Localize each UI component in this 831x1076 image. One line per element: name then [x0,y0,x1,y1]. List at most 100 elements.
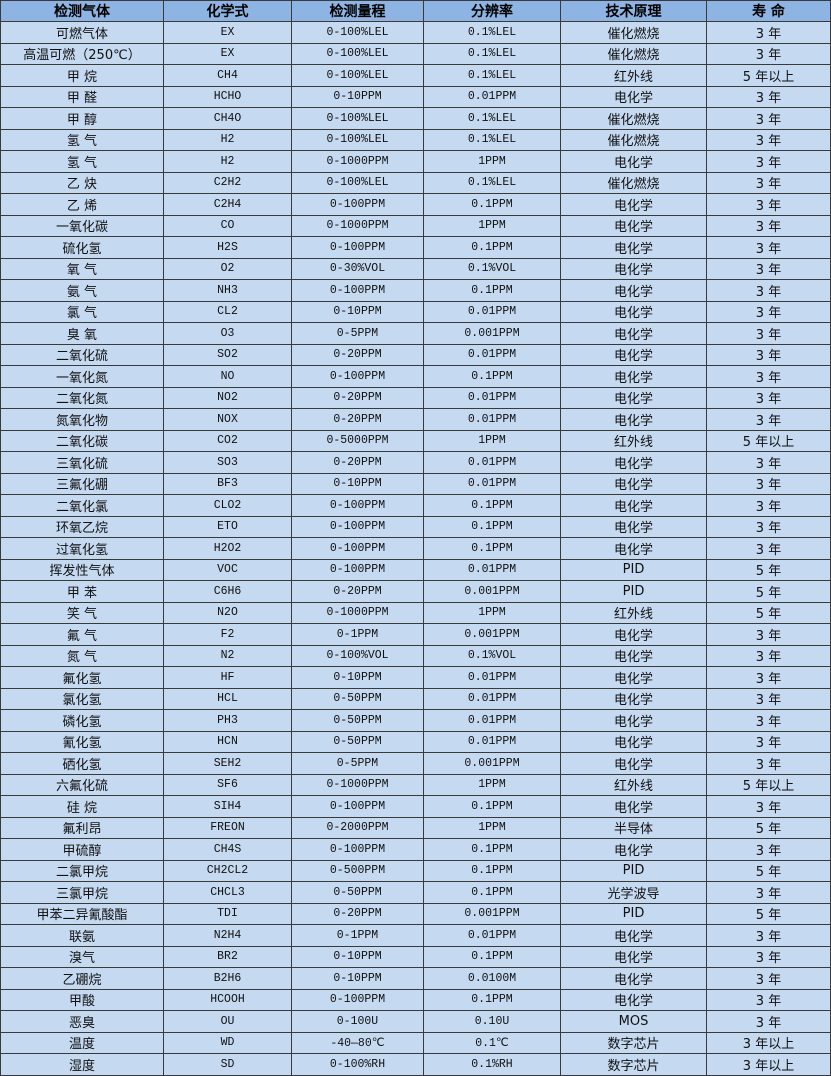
cell-resolution: 0.1%LEL [423,107,561,130]
cell-gas: 甲 烷 [0,64,164,87]
cell-lifespan: 3 年 [706,386,831,409]
cell-range: 0-100%RH [291,1053,424,1076]
table-row: 氢 气 H2 0-1000PPM 1PPM 电化学 3 年 [0,150,831,173]
cell-range: 0-20PPM [291,343,424,366]
cell-lifespan: 3 年 [706,150,831,173]
table-row: 甲酸 HCOOH 0-100PPM 0.1PPM 电化学 3 年 [0,988,831,1011]
cell-gas: 氨 气 [0,279,164,302]
cell-principle: PID [560,580,707,603]
cell-principle: 电化学 [560,838,707,861]
cell-principle: 催化燃烧 [560,128,707,151]
cell-principle: PID [560,859,707,882]
cell-range: 0-100%LEL [291,64,424,87]
table-row: 氮 气 N2 0-100%VOL 0.1%VOL 电化学 3 年 [0,644,831,667]
cell-principle: 电化学 [560,236,707,259]
cell-formula: N2 [163,644,292,667]
cell-resolution: 0.001PPM [423,580,561,603]
cell-principle: MOS [560,1010,707,1033]
cell-principle: 催化燃烧 [560,42,707,65]
cell-formula: C6H6 [163,580,292,603]
cell-resolution: 0.1%LEL [423,42,561,65]
cell-gas: 氢 气 [0,128,164,151]
cell-formula: H2O2 [163,537,292,560]
cell-gas: 恶臭 [0,1010,164,1033]
cell-gas: 二氧化氮 [0,386,164,409]
cell-resolution: 0.1%LEL [423,171,561,194]
table-row: 氧 气 O2 0-30%VOL 0.1%VOL 电化学 3 年 [0,257,831,280]
cell-principle: 电化学 [560,322,707,345]
cell-resolution: 0.0100M [423,967,561,990]
table-row: 过氧化氢 H2O2 0-100PPM 0.1PPM 电化学 3 年 [0,537,831,560]
cell-range: 0-100%LEL [291,42,424,65]
cell-formula: H2S [163,236,292,259]
cell-lifespan: 3 年 [706,343,831,366]
cell-formula: H2 [163,128,292,151]
table-row: 甲苯二异氰酸酯 TDI 0-20PPM 0.001PPM PID 5 年 [0,902,831,925]
cell-principle: 光学波导 [560,881,707,904]
cell-gas: 三氯甲烷 [0,881,164,904]
cell-principle: 电化学 [560,408,707,431]
cell-resolution: 1PPM [423,773,561,796]
table-header-row: 检测气体 化学式 检测量程 分辨率 技术原理 寿 命 [0,0,831,22]
table-row: 二氧化硫 SO2 0-20PPM 0.01PPM 电化学 3 年 [0,343,831,366]
cell-formula: HF [163,666,292,689]
cell-principle: 电化学 [560,623,707,646]
cell-gas: 笑 气 [0,601,164,624]
cell-lifespan: 3 年 [706,257,831,280]
cell-lifespan: 3 年 [706,451,831,474]
table-row: 二氧化氮 NO2 0-20PPM 0.01PPM 电化学 3 年 [0,386,831,409]
cell-resolution: 1PPM [423,214,561,237]
cell-principle: 红外线 [560,64,707,87]
table-body: 可燃气体 EX 0-100%LEL 0.1%LEL 催化燃烧 3 年高温可燃（250℃） E… [0,21,831,1076]
cell-formula: SIH4 [163,795,292,818]
cell-range: 0-50PPM [291,687,424,710]
cell-range: 0-10PPM [291,472,424,495]
cell-gas: 三氧化硫 [0,451,164,474]
cell-lifespan: 5 年 [706,601,831,624]
cell-lifespan: 3 年 [706,128,831,151]
cell-range: 0-100PPM [291,558,424,581]
cell-lifespan: 3 年 [706,472,831,495]
table-row: 甲 醛 HCHO 0-10PPM 0.01PPM 电化学 3 年 [0,85,831,108]
cell-gas: 乙硼烷 [0,967,164,990]
cell-formula: EX [163,21,292,44]
cell-formula: NO2 [163,386,292,409]
table-row: 氟利昂 FREON 0-2000PPM 1PPM 半导体 5 年 [0,816,831,839]
table-row: 硒化氢 SEH2 0-5PPM 0.001PPM 电化学 3 年 [0,752,831,775]
cell-gas: 甲苯二异氰酸酯 [0,902,164,925]
cell-formula: SEH2 [163,752,292,775]
cell-principle: 电化学 [560,644,707,667]
cell-principle: 红外线 [560,773,707,796]
cell-lifespan: 3 年 [706,623,831,646]
cell-lifespan: 5 年以上 [706,773,831,796]
table-row: 氨 气 NH3 0-100PPM 0.1PPM 电化学 3 年 [0,279,831,302]
cell-lifespan: 3 年 [706,752,831,775]
cell-lifespan: 3 年 [706,21,831,44]
table-row: 乙硼烷 B2H6 0-10PPM 0.0100M 电化学 3 年 [0,967,831,990]
table-row: 三氟化硼 BF3 0-10PPM 0.01PPM 电化学 3 年 [0,472,831,495]
table-row: 三氧化硫 SO3 0-20PPM 0.01PPM 电化学 3 年 [0,451,831,474]
cell-principle: 红外线 [560,429,707,452]
table-row: 联氨 N2H4 0-1PPM 0.01PPM 电化学 3 年 [0,924,831,947]
cell-resolution: 0.01PPM [423,451,561,474]
header-lifespan: 寿 命 [706,0,831,22]
cell-gas: 氯化氢 [0,687,164,710]
cell-range: 0-20PPM [291,408,424,431]
cell-gas: 高温可燃（250℃） [0,42,164,65]
cell-gas: 湿度 [0,1053,164,1076]
cell-formula: WD [163,1031,292,1054]
cell-principle: 电化学 [560,988,707,1011]
cell-principle: 电化学 [560,537,707,560]
cell-gas: 氰化氢 [0,730,164,753]
cell-resolution: 0.01PPM [423,85,561,108]
cell-gas: 氧 气 [0,257,164,280]
cell-formula: B2H6 [163,967,292,990]
cell-lifespan: 3 年 [706,881,831,904]
cell-lifespan: 3 年 [706,193,831,216]
cell-range: 0-100PPM [291,236,424,259]
table-row: 溴气 BR2 0-10PPM 0.1PPM 电化学 3 年 [0,945,831,968]
cell-lifespan: 3 年 [706,515,831,538]
cell-lifespan: 3 年 [706,107,831,130]
cell-resolution: 0.10U [423,1010,561,1033]
cell-resolution: 0.1PPM [423,193,561,216]
